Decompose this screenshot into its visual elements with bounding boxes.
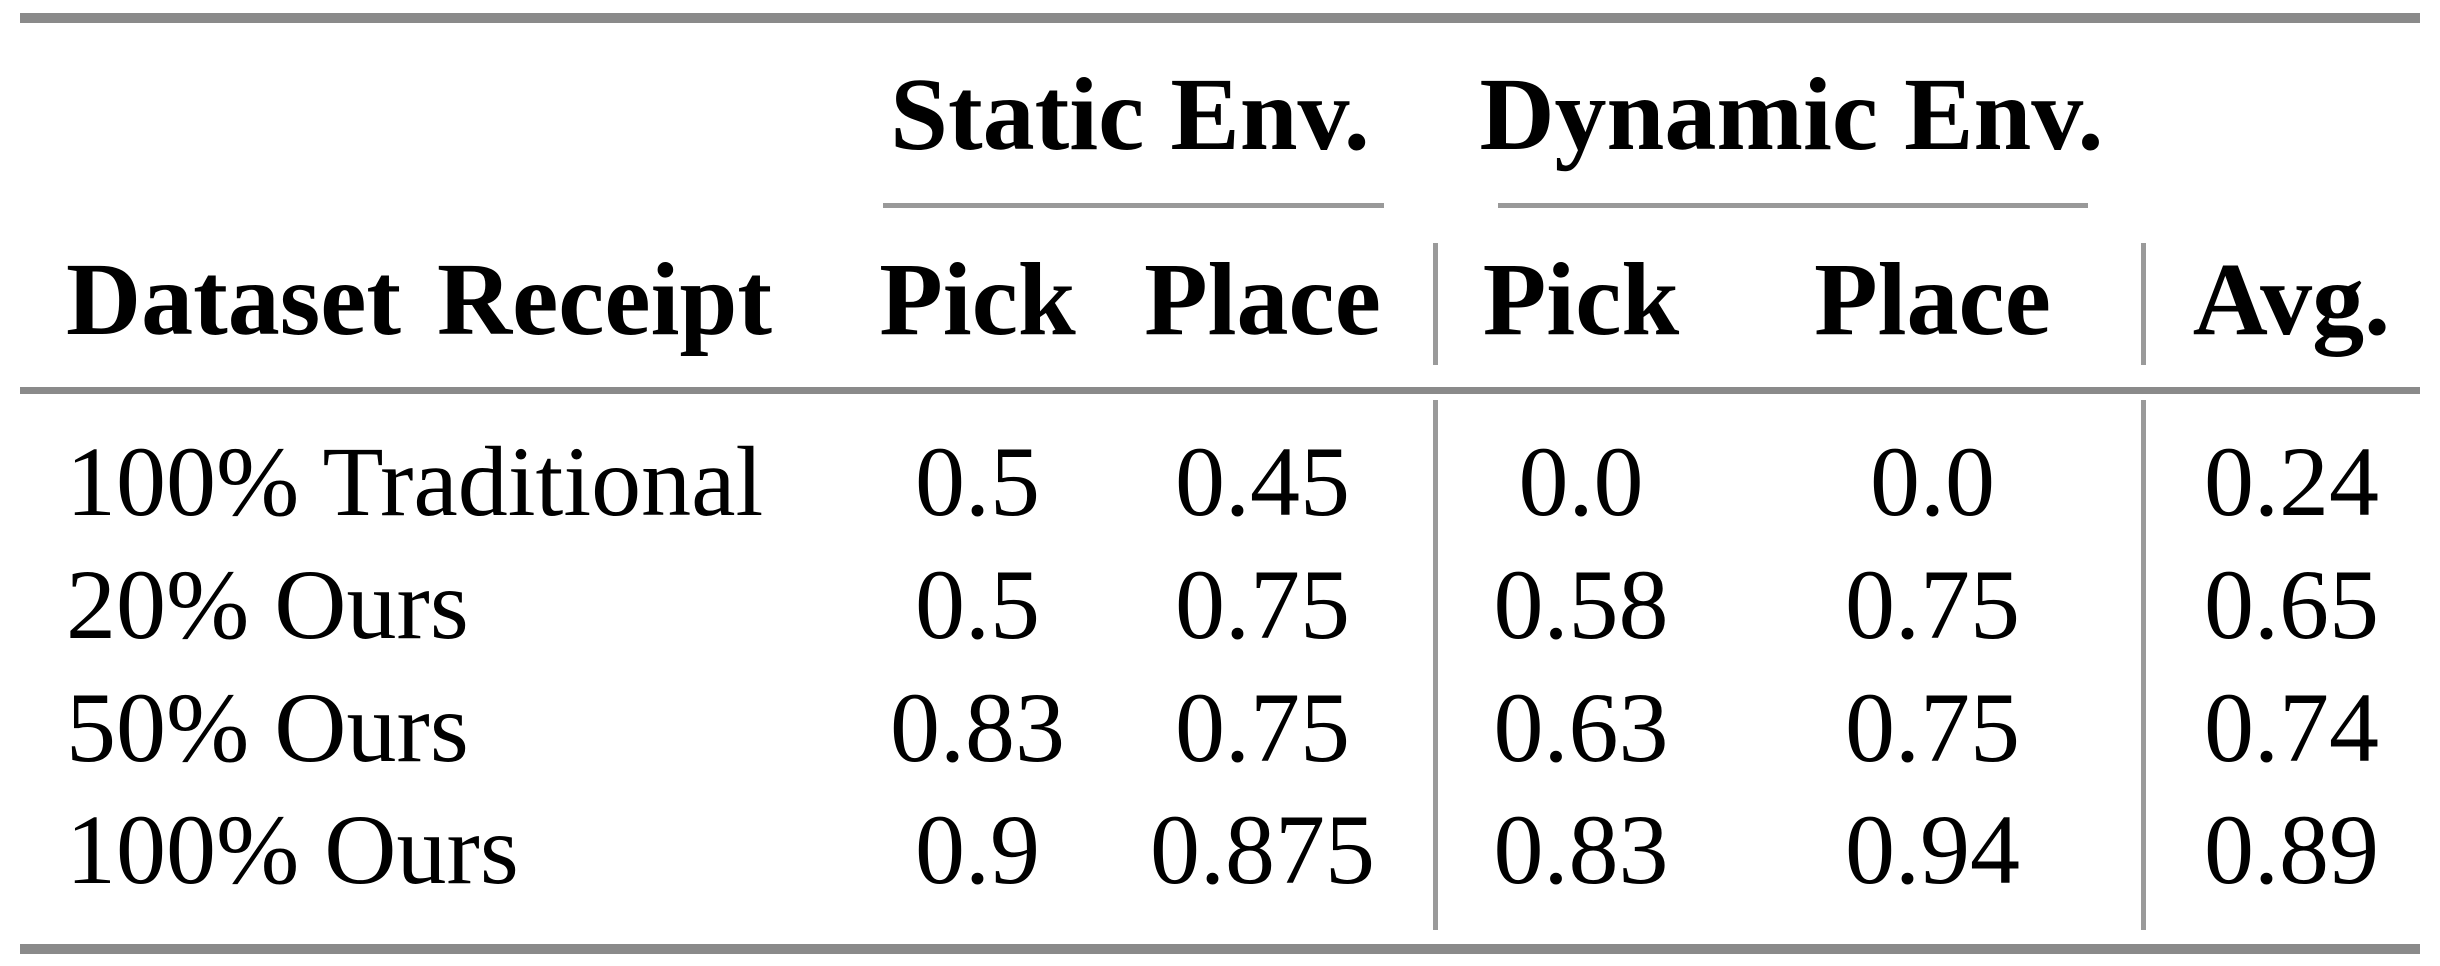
table-row: 20% Ours 0.5 0.75 0.58 0.75 0.65 (0, 543, 2440, 667)
top-rule (20, 13, 2420, 23)
value-static-pick: 0.5 (915, 549, 1040, 660)
value-static-place: 0.45 (1175, 426, 1350, 537)
value-static-place: 0.875 (1150, 794, 1375, 905)
header-separator-rule (20, 387, 2420, 394)
bottom-rule (20, 944, 2420, 954)
value-avg: 0.89 (2204, 794, 2379, 905)
value-dynamic-pick: 0.83 (1493, 794, 1669, 905)
value-avg: 0.24 (2204, 426, 2379, 537)
static-group-underline (883, 203, 1384, 208)
table-row: 100% Traditional 0.5 0.45 0.0 0.0 0.24 (0, 420, 2440, 544)
col-header-dynamic-place: Place (1814, 242, 2051, 357)
value-static-pick: 0.83 (890, 672, 1065, 783)
value-avg: 0.65 (2204, 549, 2379, 660)
col-header-static-pick: Pick (879, 242, 1076, 357)
vertical-rule-static-dynamic-body (1433, 400, 1438, 930)
value-dynamic-place: 0.0 (1870, 426, 1995, 537)
table-row: 100% Ours 0.9 0.875 0.83 0.94 0.89 (0, 788, 2440, 912)
dynamic-env-group-header: Dynamic Env. (1479, 57, 2104, 172)
value-static-pick: 0.9 (915, 794, 1040, 905)
value-static-place: 0.75 (1175, 549, 1350, 660)
column-group-header-row: Static Env. Dynamic Env. (0, 40, 2440, 190)
col-header-dataset-receipt: Dataset Receipt (66, 242, 772, 357)
row-label: 100% Ours (66, 794, 519, 905)
col-header-avg: Avg. (2192, 242, 2391, 357)
col-header-dynamic-pick: Pick (1482, 242, 1680, 357)
value-dynamic-place: 0.94 (1845, 794, 2020, 905)
dynamic-group-underline (1498, 203, 2088, 208)
static-env-group-header: Static Env. (890, 57, 1370, 172)
value-dynamic-place: 0.75 (1845, 549, 2020, 660)
table-row: 50% Ours 0.83 0.75 0.63 0.75 0.74 (0, 666, 2440, 790)
col-header-static-place: Place (1144, 242, 1381, 357)
value-static-pick: 0.5 (915, 426, 1040, 537)
vertical-rule-avg-header (2141, 243, 2146, 365)
value-dynamic-pick: 0.63 (1493, 672, 1669, 783)
column-header-row: Dataset Receipt Pick Place Pick Place Av… (0, 230, 2440, 370)
value-avg: 0.74 (2204, 672, 2379, 783)
value-dynamic-place: 0.75 (1845, 672, 2020, 783)
row-label: 50% Ours (66, 672, 469, 783)
value-dynamic-pick: 0.0 (1518, 426, 1644, 537)
row-label: 20% Ours (66, 549, 469, 660)
row-label: 100% Traditional (66, 426, 764, 537)
value-static-place: 0.75 (1175, 672, 1350, 783)
vertical-rule-avg-body (2141, 400, 2146, 930)
vertical-rule-static-dynamic-header (1433, 243, 1438, 365)
value-dynamic-pick: 0.58 (1493, 549, 1669, 660)
